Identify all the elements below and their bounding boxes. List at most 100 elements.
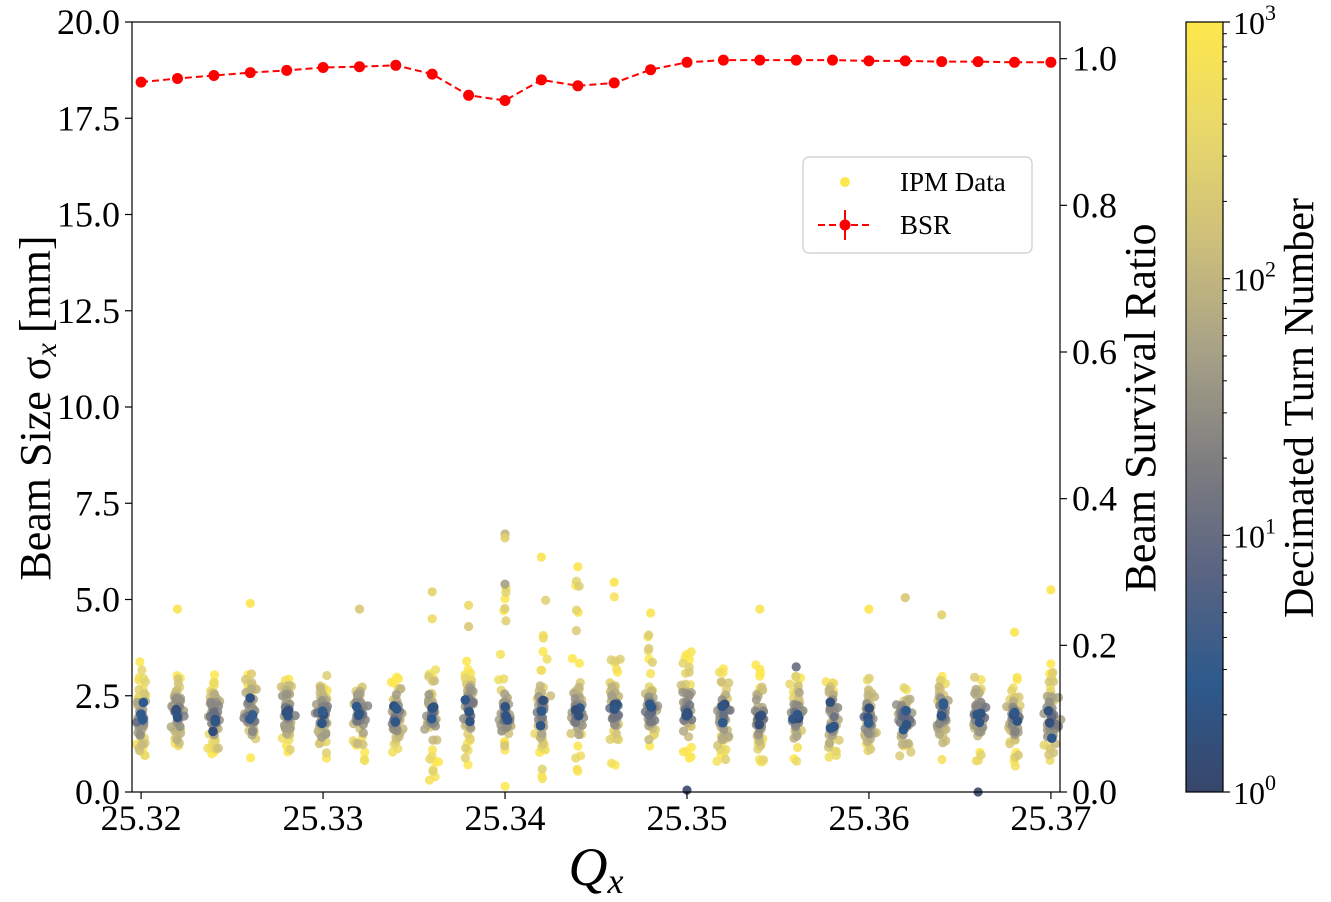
ipm-point: [825, 723, 836, 733]
colorbar-tick-label: 101: [1233, 513, 1276, 554]
ipm-point: [567, 653, 578, 664]
ipm-point: [834, 735, 844, 745]
ipm-point: [824, 738, 835, 748]
ipm-point: [1047, 733, 1057, 743]
ipm-outlier-point: [791, 662, 801, 672]
ipm-point: [546, 691, 556, 701]
ipm-point: [500, 781, 510, 791]
ipm-point: [755, 668, 766, 678]
ipm-point: [721, 754, 731, 765]
ipm-point: [824, 752, 834, 762]
ipm-outlier-point: [427, 587, 437, 597]
ipm-outlier-point: [464, 600, 474, 610]
ipm-point: [905, 694, 915, 704]
legend-box: [802, 156, 1033, 254]
y-tick-label: 2.5: [75, 676, 120, 716]
y2-tick-label: 0.4: [1072, 479, 1117, 519]
ipm-point: [793, 742, 803, 753]
ipm-point: [566, 728, 576, 739]
ipm-point: [322, 670, 332, 681]
ipm-point: [758, 755, 769, 765]
ipm-point: [937, 754, 947, 765]
ipm-point: [1010, 726, 1020, 737]
bsr-point: [499, 95, 511, 106]
ipm-point: [901, 705, 911, 716]
ipm-point: [499, 674, 509, 684]
ipm-point: [831, 746, 841, 757]
bsr-point: [354, 61, 365, 73]
y-axis-label: Beam Size σx[mm]: [11, 235, 63, 580]
ipm-point: [391, 689, 401, 700]
ipm-point: [684, 667, 694, 677]
bsr-point: [827, 54, 838, 66]
ipm-point: [686, 742, 696, 752]
ipm-point: [460, 695, 471, 705]
bsr-point: [281, 64, 293, 76]
x-tick-label: 25.37: [1010, 798, 1091, 838]
x-axis-label: Qx: [569, 837, 624, 901]
ipm-point: [645, 699, 655, 709]
ipm-point: [1048, 667, 1058, 678]
ipm-point: [495, 649, 506, 660]
ipm-point: [172, 712, 183, 723]
y-tick-label: 15.0: [57, 195, 120, 235]
ipm-point: [209, 689, 220, 700]
ipm-point: [138, 697, 149, 708]
ipm-point: [646, 669, 656, 679]
bsr-point: [790, 54, 802, 66]
ipm-point: [360, 747, 370, 757]
ipm-point: [135, 730, 145, 740]
ipm-point: [754, 719, 764, 730]
ipm-point: [1049, 748, 1059, 758]
bsr-point: [244, 67, 256, 79]
ipm-point: [1046, 659, 1056, 669]
bsr-point: [899, 55, 911, 67]
y2-tick-label: 1.0: [1072, 39, 1117, 79]
bsr-point: [426, 68, 438, 80]
ipm-point: [716, 677, 726, 687]
ipm-point: [571, 605, 582, 615]
ipm-point: [428, 735, 438, 745]
ipm-point: [465, 716, 475, 727]
ipm-point: [209, 670, 220, 680]
ipm-point: [686, 647, 696, 657]
ipm-point: [570, 705, 581, 715]
ipm-point: [358, 728, 368, 738]
ipm-point: [426, 714, 437, 724]
ipm-point: [606, 758, 617, 768]
ipm-point: [429, 702, 439, 712]
ipm-point: [899, 683, 909, 693]
ipm-outlier-point: [609, 577, 619, 587]
ipm-point: [607, 690, 617, 701]
ipm-point: [644, 735, 654, 745]
ipm-point: [420, 724, 430, 734]
ipm-point: [606, 655, 616, 665]
ipm-point: [570, 694, 580, 704]
ipm-point: [1013, 750, 1024, 760]
x-tick-label: 25.35: [646, 798, 727, 838]
ipm-point: [574, 658, 585, 668]
ipm-point: [175, 721, 185, 732]
bsr-point: [717, 54, 729, 66]
ipm-point: [208, 726, 218, 737]
ipm-point: [139, 689, 149, 699]
bsr-point: [608, 77, 620, 89]
y2-axis-label: Beam Survival Ratio: [1116, 223, 1165, 592]
ipm-point: [573, 741, 583, 751]
bsr-point: [572, 80, 584, 92]
ipm-point: [537, 774, 548, 784]
y-tick-label: 12.5: [57, 291, 120, 331]
ipm-point: [1012, 716, 1023, 726]
ipm-point: [500, 689, 510, 699]
ipm-point: [609, 704, 620, 714]
legend: IPM Data BSR: [802, 156, 1033, 254]
ipm-point: [751, 660, 761, 670]
ipm-point: [246, 753, 256, 763]
ipm-point: [140, 677, 150, 687]
ipm-point: [935, 675, 946, 685]
y-tick-label: 5.0: [75, 580, 120, 620]
y-tick-label: 20.0: [57, 2, 120, 42]
ipm-point: [209, 677, 219, 688]
bsr-point: [390, 59, 402, 71]
